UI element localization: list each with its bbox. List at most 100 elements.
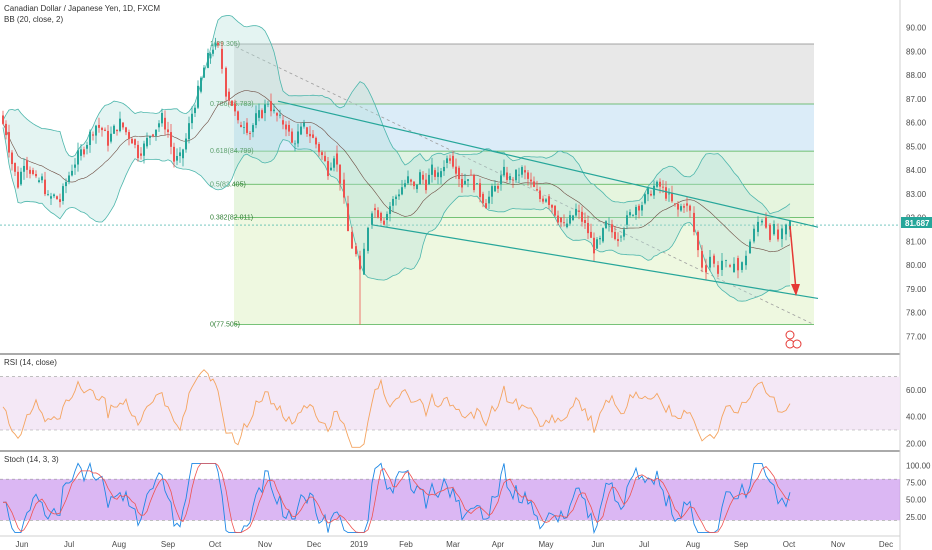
candle-body [68, 175, 70, 182]
candle-body [161, 113, 163, 124]
time-tick-label: Aug [112, 540, 126, 549]
candle-body [264, 104, 266, 114]
candle-body [626, 215, 628, 225]
time-axis[interactable]: Jun Jul Aug Sep Oct Nov Dec 2019 Feb Mar Apr May Jun… [16, 540, 894, 549]
candle-body [665, 187, 667, 199]
price-tick-label: 85.00 [906, 142, 927, 151]
current-price-value: 81.687 [905, 219, 930, 228]
candle-body [440, 171, 442, 178]
candle-body [575, 208, 577, 216]
candle-body [635, 206, 637, 215]
rsi-tick-label: 40.00 [906, 413, 927, 422]
candle-body [425, 179, 427, 191]
candle-body [701, 250, 703, 268]
candle-body [596, 239, 598, 249]
candle-body [721, 260, 723, 270]
candle-body [282, 120, 284, 125]
candle-body [267, 103, 269, 105]
candle-body [602, 228, 604, 242]
bb-indicator-label[interactable]: BB (20, close, 2) [4, 15, 63, 24]
trend-channel[interactable] [277, 100, 819, 300]
candle-body [312, 134, 314, 138]
candle-body [77, 150, 79, 165]
candle-body [753, 228, 755, 242]
candle-body [773, 224, 775, 235]
candle-body [74, 164, 76, 168]
candle-body [146, 137, 148, 147]
candle-body [217, 42, 219, 45]
bollinger-bands [2, 14, 791, 302]
candle-body [765, 217, 767, 228]
candle-body [593, 237, 595, 254]
candle-body [650, 193, 652, 196]
candle-body [680, 206, 682, 211]
time-tick-label: Jul [64, 540, 74, 549]
candle-body [80, 149, 82, 156]
candle-body [476, 183, 478, 185]
candle-body [641, 205, 643, 211]
candle-body [599, 238, 601, 240]
rsi-pane [0, 369, 900, 448]
candle-body [351, 231, 353, 249]
candle-body [35, 174, 37, 177]
time-tick-label: May [538, 540, 553, 549]
candle-body [273, 109, 275, 112]
candle-body [479, 183, 481, 198]
candle-body [605, 221, 607, 229]
candle-body [214, 42, 217, 47]
candle-body [270, 101, 272, 112]
candle-body [197, 85, 199, 108]
price-tick-label: 87.00 [906, 95, 927, 104]
candle-body [581, 211, 583, 222]
fib-level-label: 0.382(82.011) [210, 214, 253, 221]
stoch-tick-label: 25.00 [906, 513, 927, 522]
candle-body [339, 164, 341, 184]
candle-body [203, 67, 205, 78]
event-marker-icon [785, 330, 795, 340]
candle-body [14, 162, 16, 172]
candle-body [705, 265, 707, 273]
candle-body [789, 220, 791, 230]
candle-body [614, 231, 616, 240]
candle-body [152, 134, 154, 136]
candle-body [632, 214, 634, 216]
candle-body [494, 185, 496, 192]
candle-body [512, 179, 514, 181]
price-tick-label: 79.00 [906, 285, 927, 294]
rsi-indicator-label[interactable]: RSI (14, close) [4, 358, 57, 367]
candle-body [71, 170, 73, 176]
candle-body [572, 215, 574, 221]
candle-body [697, 231, 699, 251]
candle-body [29, 169, 31, 174]
candle-body [173, 146, 175, 162]
candle-body [689, 205, 691, 211]
candle-body [416, 184, 418, 190]
candle-body [527, 172, 529, 179]
oscillator-signal-line [2, 463, 791, 533]
oscillator-line [2, 369, 791, 448]
candle-body [164, 117, 166, 130]
time-tick-label: Nov [258, 540, 272, 549]
candle-body [398, 194, 400, 197]
candle-body [38, 180, 40, 182]
candle-body [683, 206, 685, 208]
candle-body [656, 181, 658, 187]
candle-body [668, 193, 670, 195]
candle-body [733, 263, 735, 273]
candle-body [497, 185, 499, 189]
candle-body [709, 256, 711, 268]
candle-body [539, 190, 541, 200]
candle-body [327, 161, 329, 177]
bb-upper [2, 14, 791, 215]
stoch-indicator-label[interactable]: Stoch (14, 3, 3) [4, 455, 59, 464]
bb-lower [2, 127, 791, 302]
candle-body [185, 138, 187, 150]
candle-body [434, 170, 436, 177]
event-markers[interactable] [785, 330, 802, 349]
stoch-tick-label: 100.00 [906, 461, 931, 470]
candle-body [59, 199, 61, 203]
channel-lower-line [371, 224, 819, 300]
projection-arrow[interactable] [789, 225, 800, 296]
candle-body [431, 164, 433, 175]
